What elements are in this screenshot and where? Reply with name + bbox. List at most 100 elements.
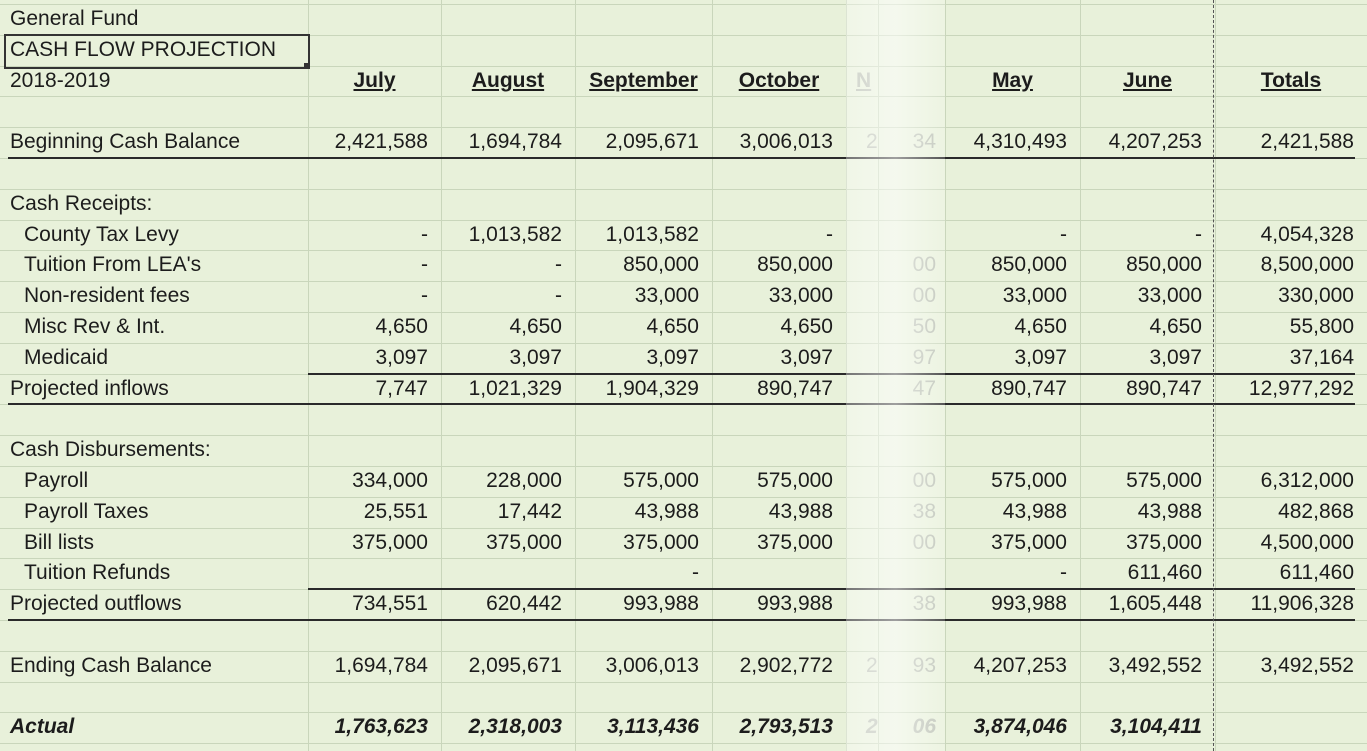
cell-value: 6,312,000 — [1260, 469, 1354, 492]
grid-line — [0, 96, 1367, 98]
cell-value: 611,460 — [1279, 561, 1354, 585]
cell-value: 8,500,000 — [1260, 253, 1354, 277]
cell-value: 482,868 — [1278, 499, 1354, 523]
row-label: Actual — [10, 715, 75, 739]
cell-value: 4,650 — [375, 315, 428, 338]
row-label: County Tax Levy — [24, 222, 179, 246]
row-label: Ending Cash Balance — [10, 653, 212, 677]
cell-value: - — [421, 253, 428, 277]
cell-value: 993,988 — [991, 592, 1067, 616]
cell-value: 3,097 — [646, 345, 699, 369]
cell-value: 43,988 — [768, 499, 833, 523]
column-header: August — [471, 68, 545, 92]
border-line — [308, 588, 1355, 591]
section-heading: Cash Disbursements: — [10, 438, 211, 462]
grid-line — [441, 0, 442, 751]
cell-value: 4,650 — [509, 315, 562, 338]
cell-value: 33,000 — [1137, 284, 1202, 308]
cell-value: 3,006,013 — [739, 130, 833, 154]
cell-value: 3,874,046 — [973, 715, 1067, 739]
cell-value: 33,000 — [1002, 284, 1067, 308]
cell-value: 375,000 — [486, 530, 562, 554]
cell-value: - — [421, 222, 428, 246]
cell-value: 3,113,436 — [607, 715, 699, 739]
cell-value: 4,650 — [1149, 315, 1202, 338]
row-label: Tuition From LEA's — [24, 253, 202, 277]
grid-line — [0, 558, 1367, 560]
grid-line — [575, 0, 576, 751]
cell-value: - — [692, 561, 699, 585]
grid-line — [0, 312, 1367, 313]
row-label: Payroll — [24, 469, 89, 492]
column-header: May — [992, 68, 1033, 92]
grid-line — [0, 466, 1367, 467]
cell-value: 228,000 — [486, 469, 562, 492]
cell-value: - — [1195, 222, 1202, 246]
sheet-title: CASH FLOW PROJECTION — [10, 37, 277, 61]
cell-value: 850,000 — [991, 253, 1067, 277]
cell-value: 620,442 — [486, 592, 562, 616]
grid-line — [308, 0, 309, 751]
cell-value: 734,551 — [352, 592, 428, 616]
cell-value: 1,904,329 — [605, 376, 699, 400]
cell-value: 575,000 — [623, 469, 699, 492]
selected-cell[interactable] — [4, 34, 310, 69]
cell-value: 575,000 — [991, 469, 1067, 492]
grid-line — [0, 34, 1367, 36]
cell-value: 3,006,013 — [605, 653, 699, 677]
grid-line — [0, 188, 1367, 190]
grid-line — [0, 281, 1367, 283]
cell-value: 2,095,671 — [605, 130, 699, 154]
grid-line — [0, 342, 1367, 344]
cropped-region — [846, 0, 945, 751]
cell-value: 43,988 — [1002, 499, 1067, 523]
cell-value: 375,000 — [352, 530, 428, 554]
cell-value: 7,747 — [375, 376, 428, 400]
cell-value: 575,000 — [1126, 469, 1202, 492]
cell-value: - — [1060, 561, 1067, 585]
cell-value: 850,000 — [1126, 253, 1202, 277]
cell-value: 2,421,588 — [334, 130, 428, 154]
cell-value: 2,095,671 — [468, 653, 562, 677]
cell-value: 12,977,292 — [1248, 376, 1354, 400]
cell-value: 1,013,582 — [605, 222, 699, 246]
row-label: Misc Rev & Int. — [24, 315, 166, 338]
cell-value: 37,164 — [1289, 345, 1354, 369]
cell-value: 17,442 — [497, 499, 562, 523]
grid-line — [0, 219, 1367, 221]
cell-value: 2,902,772 — [739, 653, 833, 677]
row-label: Tuition Refunds — [24, 561, 171, 585]
cell-value: 575,000 — [757, 469, 833, 492]
column-header: June — [1122, 68, 1172, 92]
cell-value: 55,800 — [1289, 315, 1354, 338]
fill-handle[interactable] — [304, 63, 310, 69]
row-label: Projected outflows — [10, 592, 182, 616]
sheet-title: General Fund — [10, 7, 139, 30]
cell-value: 43,988 — [634, 499, 699, 523]
cell-value: 993,988 — [757, 592, 833, 616]
cell-value: 3,492,552 — [1108, 653, 1202, 677]
row-label: Beginning Cash Balance — [10, 130, 240, 154]
grid-line — [0, 496, 1367, 498]
row-label: Bill lists — [24, 530, 95, 554]
cell-value: 43,988 — [1137, 499, 1202, 523]
grid-line — [0, 650, 1367, 652]
cell-value: 850,000 — [623, 253, 699, 277]
row-label: Projected inflows — [10, 376, 169, 400]
cell-value: 4,207,253 — [1108, 130, 1202, 154]
cell-value: 4,650 — [646, 315, 699, 338]
grid-line — [0, 527, 1367, 529]
cell-value: 375,000 — [757, 530, 833, 554]
grid-line — [945, 0, 946, 751]
cell-value: - — [826, 222, 833, 246]
row-label: Non-resident fees — [24, 284, 190, 308]
cell-value: 890,747 — [757, 376, 833, 400]
cell-value: 4,650 — [1014, 315, 1067, 338]
cell-value: 890,747 — [991, 376, 1067, 400]
cell-value: - — [555, 253, 562, 277]
cell-value: 1,694,784 — [334, 653, 428, 677]
cell-value: 2,793,513 — [739, 715, 833, 739]
border-line — [308, 372, 1355, 375]
cell-value: 33,000 — [768, 284, 833, 308]
cell-value: 375,000 — [991, 530, 1067, 554]
